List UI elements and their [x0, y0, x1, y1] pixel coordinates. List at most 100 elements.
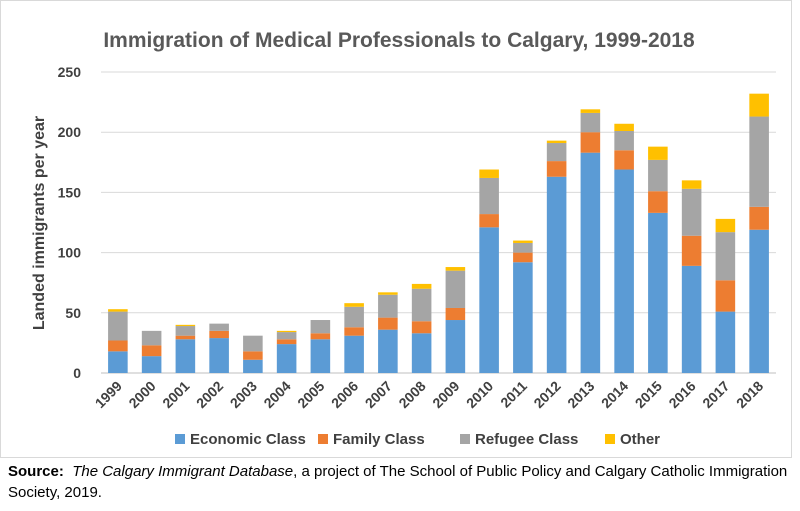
bar-segment: [243, 359, 263, 373]
bar-segment: [648, 191, 668, 213]
bar-stack: [513, 240, 533, 373]
bar-segment: [479, 227, 499, 373]
bar-segment: [141, 330, 162, 346]
x-tick-label: 2001: [159, 378, 192, 411]
bar-stack: [276, 330, 297, 373]
bar-stack: [580, 109, 601, 373]
bar-segment: [681, 188, 702, 236]
y-tick-label: 50: [65, 305, 81, 321]
x-axis-ticks: 1999 2000 2001 2002 2003 2004 2005 2006 2007 2008…: [92, 378, 767, 411]
legend-swatch: [318, 434, 328, 444]
bar-segment: [546, 176, 567, 373]
bar-stack: [411, 283, 432, 373]
bar-segment: [378, 294, 398, 318]
x-tick-label: 2010: [463, 378, 496, 411]
bar-segment: [749, 206, 769, 230]
legend-label: Family Class: [333, 431, 425, 448]
legend-label: Other: [620, 431, 660, 448]
source-rest: , a project of The School of Public Poli…: [8, 463, 788, 501]
bar-segment: [546, 161, 567, 177]
bar-segment: [243, 335, 263, 352]
x-tick-label: 2007: [362, 378, 395, 411]
bar-segment: [513, 242, 533, 253]
bar-segment: [648, 212, 668, 373]
bar-segment: [445, 320, 466, 373]
bar-segment: [648, 159, 668, 192]
bar-stack: [108, 309, 128, 373]
legend-item: Economic Class: [175, 431, 306, 448]
source-note: Source: The Calgary Immigrant Database, …: [8, 461, 788, 503]
y-tick-label: 0: [73, 365, 81, 381]
legend-swatch: [175, 434, 185, 444]
legend-swatch: [605, 434, 615, 444]
bar-stack: [681, 180, 702, 373]
chart-frame: Immigration of Medical Professionals to …: [0, 0, 792, 458]
bar-segment: [648, 146, 668, 160]
bar-segment: [749, 116, 769, 207]
x-tick-label: 2006: [328, 378, 361, 411]
bar-stack: [175, 324, 196, 373]
x-tick-label: 2013: [564, 378, 597, 411]
x-tick-label: 2018: [733, 378, 766, 411]
x-tick-label: 2003: [227, 378, 260, 411]
bar-segment: [243, 351, 263, 360]
bar-segment: [715, 218, 736, 233]
y-axis-ticks: 0 50 100 150 200 250: [58, 64, 82, 381]
bar-segment: [411, 333, 432, 373]
bar-segment: [749, 229, 769, 373]
bar-segment: [513, 252, 533, 263]
bar-segment: [276, 332, 297, 340]
bar-segment: [209, 323, 229, 331]
chart-title: Immigration of Medical Professionals to …: [103, 29, 695, 52]
bar-segment: [614, 123, 634, 131]
x-tick-label: 2016: [665, 378, 698, 411]
legend-item: Family Class: [318, 431, 425, 448]
bar-segment: [175, 339, 196, 373]
bar-segment: [546, 143, 567, 162]
bar-segment: [344, 303, 364, 307]
bar-stack: [715, 218, 736, 373]
bar-stack: [546, 140, 567, 373]
bar-segment: [749, 93, 769, 117]
bar-segment: [141, 356, 162, 373]
bar-stack: [479, 169, 499, 373]
bar-segment: [614, 150, 634, 170]
x-tick-label: 2012: [530, 378, 563, 411]
y-tick-label: 250: [58, 64, 82, 80]
legend-label: Economic Class: [190, 431, 306, 448]
bar-segment: [580, 109, 601, 113]
bar-stack: [648, 146, 668, 373]
x-tick-label: 2005: [294, 378, 327, 411]
bar-segment: [513, 240, 533, 243]
x-tick-label: 2015: [632, 378, 665, 411]
bar-segment: [108, 309, 128, 312]
bar-segment: [378, 317, 398, 330]
bar-stack: [344, 303, 364, 373]
x-tick-label: 2000: [125, 378, 158, 411]
bar-stack: [209, 323, 229, 373]
bar-segment: [310, 339, 331, 373]
bar-segment: [378, 329, 398, 373]
bar-segment: [175, 324, 196, 327]
bar-segment: [411, 283, 432, 289]
bar-stack: [614, 123, 634, 373]
legend-item: Refugee Class: [460, 431, 578, 448]
bars: [108, 93, 769, 373]
y-tick-label: 200: [58, 124, 82, 140]
x-tick-label: 1999: [92, 378, 125, 411]
bar-segment: [580, 152, 601, 373]
bar-segment: [715, 232, 736, 281]
bar-segment: [411, 288, 432, 322]
legend-label: Refugee Class: [475, 431, 578, 448]
y-tick-label: 150: [58, 184, 82, 200]
bar-segment: [479, 169, 499, 178]
x-tick-label: 2008: [395, 378, 428, 411]
bar-segment: [108, 340, 128, 352]
y-axis-label: Landed immigrants per year: [31, 116, 48, 330]
x-tick-label: 2011: [497, 378, 530, 411]
bar-segment: [276, 330, 297, 333]
x-tick-label: 2009: [429, 378, 462, 411]
bar-segment: [209, 338, 229, 373]
bar-segment: [344, 335, 364, 373]
bar-stack: [243, 335, 263, 373]
